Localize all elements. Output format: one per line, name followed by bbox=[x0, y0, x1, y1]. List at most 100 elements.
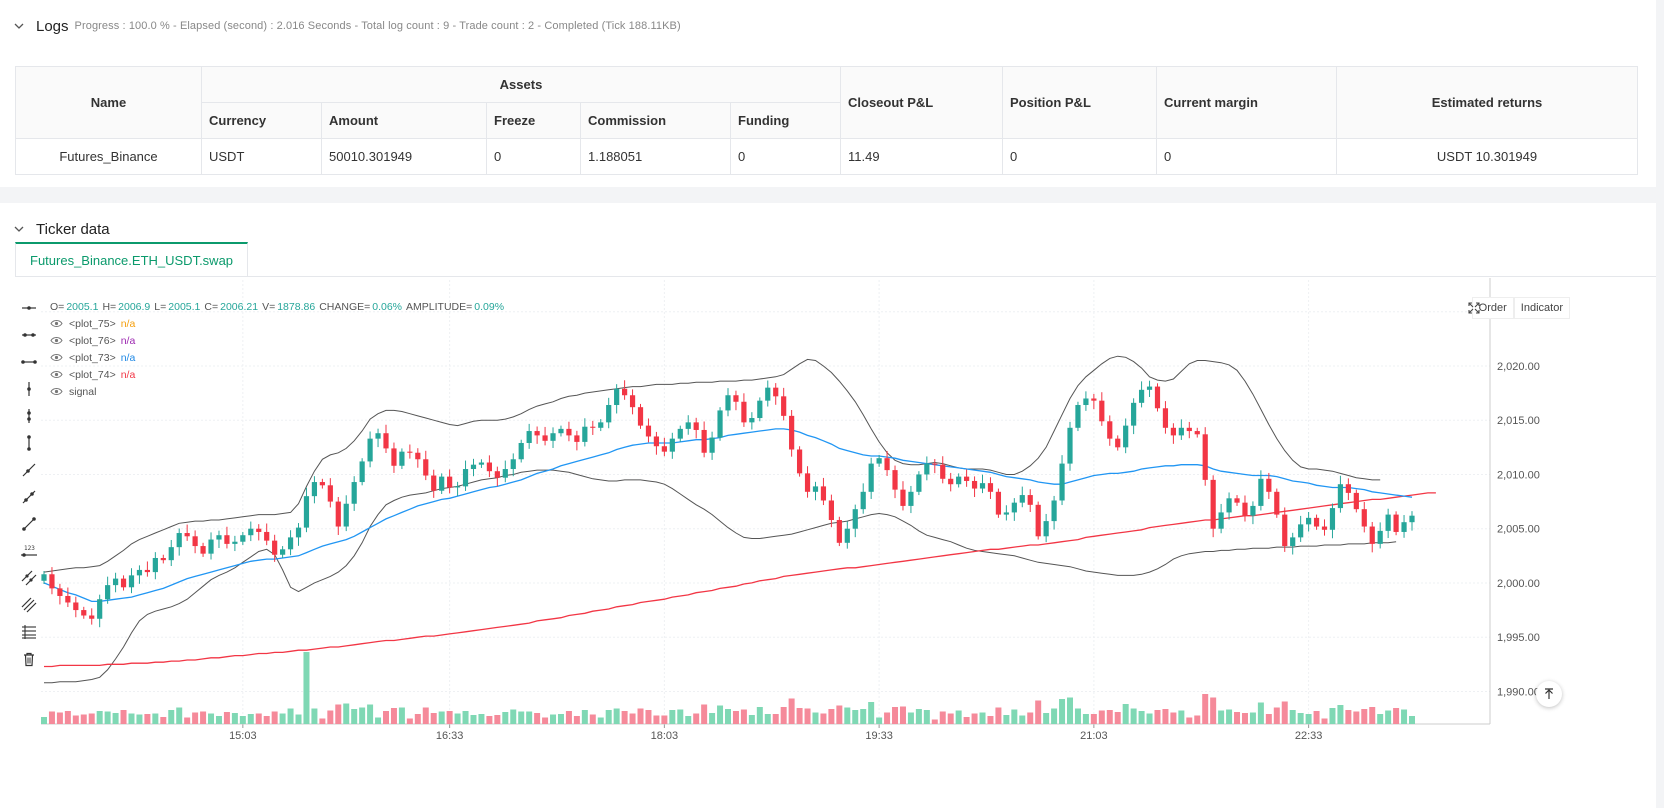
volume-bar bbox=[454, 713, 461, 724]
volume-bar bbox=[1393, 708, 1400, 724]
candle-body bbox=[789, 415, 795, 450]
candle-body bbox=[518, 442, 524, 460]
col-position-pl: Position P&L bbox=[1002, 66, 1157, 139]
volume-bar bbox=[406, 718, 413, 724]
trend-angle-icon[interactable] bbox=[18, 514, 40, 534]
legend-item-plot-76[interactable]: <plot_76> n/a bbox=[50, 332, 508, 349]
candle-body bbox=[1011, 502, 1017, 513]
candle-body bbox=[908, 491, 914, 506]
horizontal-line-icon[interactable] bbox=[18, 298, 40, 318]
order-button[interactable]: Order bbox=[1471, 297, 1514, 319]
candle-body bbox=[1377, 530, 1383, 544]
y-tick-label: 1,990.00 bbox=[1497, 686, 1540, 698]
legend-item-signal[interactable]: signal bbox=[50, 383, 508, 400]
tab-eth-usdt-swap[interactable]: Futures_Binance.ETH_USDT.swap bbox=[15, 242, 249, 277]
eye-icon[interactable] bbox=[50, 319, 63, 328]
indicator-button[interactable]: Indicator bbox=[1513, 297, 1570, 319]
candle-body bbox=[407, 451, 413, 453]
volume-bar bbox=[1385, 710, 1392, 724]
candle-body bbox=[948, 478, 954, 485]
volume-bar bbox=[462, 711, 469, 724]
scroll-to-latest-icon[interactable] bbox=[1536, 681, 1562, 707]
volume-bar bbox=[1361, 709, 1368, 724]
info-line-icon[interactable] bbox=[18, 487, 40, 507]
volume-bar bbox=[1090, 714, 1097, 724]
volume-bar bbox=[1329, 708, 1336, 724]
candle-body bbox=[1146, 386, 1153, 390]
volume-bar bbox=[1249, 712, 1256, 724]
volume-bar bbox=[80, 714, 87, 724]
price-label-icon[interactable]: 123 bbox=[18, 541, 40, 561]
vertical-line-icon[interactable] bbox=[18, 379, 40, 399]
ticker-header[interactable]: Ticker data bbox=[14, 219, 110, 239]
candle-body bbox=[1210, 479, 1216, 529]
regression-channel-icon[interactable] bbox=[18, 595, 40, 615]
legend-item-plot-74[interactable]: <plot_74> n/a bbox=[50, 366, 508, 383]
eye-icon[interactable] bbox=[50, 370, 63, 379]
candle-body bbox=[987, 483, 994, 492]
candle-body bbox=[1250, 505, 1256, 516]
arrow-line-icon[interactable] bbox=[18, 433, 40, 453]
trend-line-icon[interactable] bbox=[18, 460, 40, 480]
candle-body bbox=[216, 535, 222, 540]
ema-slow-line bbox=[44, 492, 1436, 668]
candle-body bbox=[1154, 386, 1161, 409]
candle-body bbox=[693, 422, 699, 430]
eye-icon[interactable] bbox=[50, 353, 63, 362]
candle-body bbox=[1162, 408, 1169, 428]
col-funding: Funding bbox=[730, 102, 841, 139]
col-currency: Currency bbox=[201, 102, 322, 139]
volume-bar bbox=[995, 707, 1002, 724]
candle-body bbox=[781, 396, 787, 416]
volume-bar bbox=[931, 719, 938, 724]
chevron-down-icon[interactable] bbox=[14, 224, 24, 234]
candle-body bbox=[1075, 405, 1081, 428]
volume-bar bbox=[279, 713, 286, 724]
volume-bar bbox=[518, 711, 525, 724]
volume-bar bbox=[1162, 709, 1169, 724]
candle-body bbox=[168, 547, 174, 561]
candle-body bbox=[1337, 484, 1344, 509]
trash-icon[interactable] bbox=[18, 649, 40, 669]
ray-icon[interactable] bbox=[18, 325, 40, 345]
volume-bar bbox=[1305, 714, 1312, 724]
volume-bar bbox=[422, 707, 429, 724]
candle-body bbox=[431, 475, 437, 491]
candle-body bbox=[932, 463, 938, 465]
volume-bar bbox=[979, 712, 986, 724]
logs-header[interactable]: Logs Progress : 100.0 % - Elapsed (secon… bbox=[14, 16, 681, 36]
volume-bar bbox=[1138, 711, 1145, 724]
fib-icon[interactable] bbox=[18, 622, 40, 642]
candle-body bbox=[105, 585, 111, 600]
eye-icon[interactable] bbox=[50, 336, 63, 345]
candle-body bbox=[590, 426, 596, 428]
volume-bar bbox=[1186, 717, 1193, 724]
candle-body bbox=[924, 463, 930, 475]
chart-legend: O= 2005.1 H= 2006.9 L= 2005.1 C= 2006.21 V= 1… bbox=[50, 298, 508, 400]
candle-body bbox=[804, 473, 811, 492]
candle-body bbox=[836, 520, 842, 543]
volume-bar bbox=[748, 715, 755, 724]
volume-bar bbox=[812, 712, 819, 724]
candle-body bbox=[1138, 389, 1145, 403]
candle-body bbox=[176, 533, 182, 548]
legend-value: n/a bbox=[120, 351, 136, 364]
volume-bar bbox=[1027, 712, 1034, 724]
legend-item-plot-73[interactable]: <plot_73> n/a bbox=[50, 349, 508, 366]
expand-icon[interactable] bbox=[1463, 297, 1485, 319]
volume-bar bbox=[820, 713, 827, 724]
volume-bar bbox=[120, 710, 127, 724]
candle-body bbox=[550, 433, 556, 441]
extended-line-icon[interactable] bbox=[18, 352, 40, 372]
volume-bar bbox=[168, 710, 175, 724]
amplitude-label: AMPLITUDE= bbox=[406, 300, 473, 313]
parallel-channel-icon[interactable] bbox=[18, 568, 40, 588]
candle-body bbox=[773, 387, 779, 397]
volume-bar bbox=[836, 705, 843, 724]
legend-item-plot-75[interactable]: <plot_75> n/a bbox=[50, 315, 508, 332]
cross-line-icon[interactable] bbox=[18, 406, 40, 426]
eye-icon[interactable] bbox=[50, 387, 63, 396]
price-chart[interactable]: 2,025.002,020.002,015.002,010.002,005.00… bbox=[0, 203, 1656, 808]
volume-bar bbox=[351, 709, 358, 724]
chevron-down-icon[interactable] bbox=[14, 21, 24, 31]
